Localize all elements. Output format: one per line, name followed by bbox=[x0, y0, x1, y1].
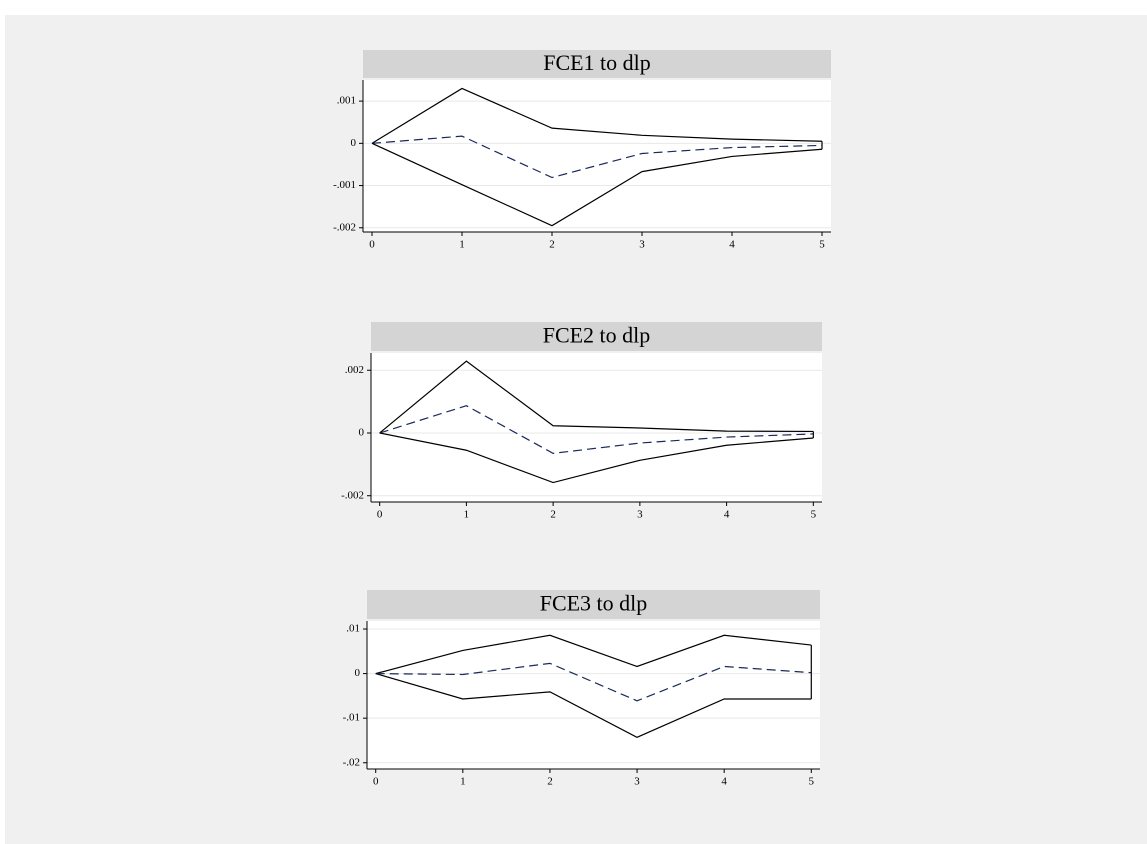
x-tick-label: 1 bbox=[460, 776, 466, 788]
x-tick-label: 4 bbox=[724, 509, 730, 521]
chart-title: FCE1 to dlp bbox=[543, 50, 651, 75]
y-tick-label: .01 bbox=[346, 623, 360, 635]
x-tick-label: 2 bbox=[547, 776, 553, 788]
y-tick-label: -.02 bbox=[343, 756, 360, 768]
title-bar bbox=[371, 322, 822, 351]
x-tick-label: 1 bbox=[459, 239, 465, 251]
plot-area bbox=[371, 353, 822, 502]
x-tick-label: 2 bbox=[549, 239, 555, 251]
chart-title: FCE3 to dlp bbox=[540, 591, 648, 616]
y-tick-label: 0 bbox=[359, 427, 365, 439]
x-tick-label: 1 bbox=[464, 509, 470, 521]
y-tick-label: -.01 bbox=[343, 712, 360, 724]
x-tick-label: 5 bbox=[809, 776, 815, 788]
y-tick-label: .002 bbox=[345, 364, 364, 376]
x-tick-label: 0 bbox=[377, 509, 383, 521]
ci-line bbox=[375, 673, 812, 739]
x-tick-label: 0 bbox=[369, 239, 375, 251]
y-tick-label: -.002 bbox=[341, 489, 364, 501]
irf-line bbox=[375, 662, 812, 702]
title-bar bbox=[363, 50, 831, 78]
x-tick-label: 3 bbox=[637, 509, 643, 521]
x-tick-label: 4 bbox=[729, 239, 735, 251]
y-tick-label: 0 bbox=[351, 137, 357, 149]
ci-line bbox=[379, 360, 814, 434]
ci-line bbox=[379, 432, 814, 484]
chart-title: FCE2 to dlp bbox=[543, 323, 651, 348]
x-tick-label: 4 bbox=[721, 776, 727, 788]
x-tick-label: 5 bbox=[811, 509, 817, 521]
x-tick-label: 3 bbox=[634, 776, 640, 788]
ci-line bbox=[371, 87, 823, 144]
y-tick-label: -.002 bbox=[333, 221, 356, 233]
title-bar bbox=[367, 590, 820, 619]
y-tick-label: .001 bbox=[337, 95, 356, 107]
y-tick-label: -.001 bbox=[333, 179, 356, 191]
plot-area bbox=[363, 80, 831, 232]
ci-line bbox=[371, 142, 823, 227]
y-tick-label: 0 bbox=[355, 667, 361, 679]
irf-line bbox=[371, 135, 823, 179]
x-tick-label: 0 bbox=[373, 776, 379, 788]
x-tick-label: 2 bbox=[550, 509, 556, 521]
ci-line bbox=[375, 634, 812, 675]
plot-area bbox=[367, 621, 820, 769]
irf-line bbox=[379, 405, 814, 454]
x-tick-label: 5 bbox=[819, 239, 825, 251]
x-tick-label: 3 bbox=[639, 239, 645, 251]
